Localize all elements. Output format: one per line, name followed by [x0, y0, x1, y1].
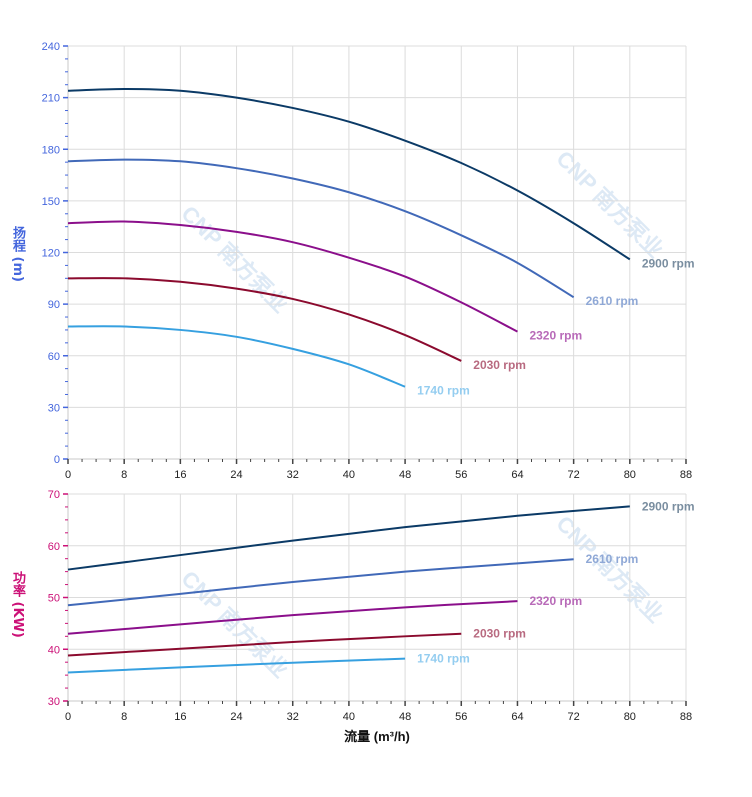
y-tick-label: 180	[42, 144, 60, 156]
x-tick-label: 0	[65, 711, 71, 723]
series-label: 2030 rpm	[473, 358, 526, 372]
series-label: 1740 rpm	[417, 384, 470, 398]
series-line-2610-rpm	[67, 158, 575, 299]
x-tick-label: 56	[455, 711, 467, 723]
y-axis-label-head: 扬程 (m)	[10, 226, 25, 282]
y-tick-label: 60	[48, 541, 60, 553]
x-tick-label: 48	[399, 711, 411, 723]
series-label: 2900 rpm	[642, 499, 695, 513]
y-tick-label: 50	[48, 593, 60, 605]
x-tick-label: 8	[121, 469, 127, 481]
series-label: 2320 rpm	[529, 329, 582, 343]
x-tick-label: 40	[343, 711, 355, 723]
x-tick-label: 80	[624, 469, 636, 481]
x-tick-label: 40	[343, 469, 355, 481]
y-tick-label: 70	[48, 489, 60, 501]
series-label: 2900 rpm	[642, 256, 695, 270]
y-tick-label: 240	[42, 41, 60, 53]
watermark-logo: CNP 南方泵业	[551, 511, 668, 628]
y-axis-label-power: 功率 (KW)	[10, 571, 25, 638]
plot-panel-head: CNP 南方泵业 CNP 南方泵业 0 30 60 90 120 150 180 210 240 0 8…	[42, 41, 695, 481]
y-tick-label: 60	[48, 351, 60, 363]
x-tick-label: 88	[680, 711, 692, 723]
series-line-2030-rpm	[67, 277, 462, 362]
series-line-1740-rpm	[67, 325, 406, 388]
x-tick-label: 16	[174, 469, 186, 481]
x-tick-label: 24	[230, 711, 242, 723]
x-tick-label: 64	[511, 711, 523, 723]
y-tick-label: 0	[54, 454, 60, 466]
y-tick-label: 120	[42, 248, 60, 260]
series-line-1740-rpm	[67, 657, 406, 674]
x-tick-label: 88	[680, 469, 692, 481]
x-tick-label: 80	[624, 711, 636, 723]
series-label: 2320 rpm	[529, 594, 582, 608]
y-tick-label: 90	[48, 299, 60, 311]
series-line-2900-rpm	[67, 88, 631, 261]
series-label: 2610 rpm	[586, 552, 639, 566]
y-tick-label: 40	[48, 644, 60, 656]
series-line-2320-rpm	[67, 220, 518, 333]
y-tick-label: 150	[42, 196, 60, 208]
series-label: 1740 rpm	[417, 652, 470, 666]
y-tick-label: 210	[42, 93, 60, 105]
x-tick-label: 16	[174, 711, 186, 723]
x-tick-label: 72	[568, 469, 580, 481]
y-tick-label: 30	[48, 402, 60, 414]
x-tick-label: 0	[65, 469, 71, 481]
x-tick-label: 64	[511, 469, 523, 481]
x-tick-label: 32	[287, 469, 299, 481]
y-tick-label: 30	[48, 696, 60, 708]
x-axis-label: 流量 (m³/h)	[344, 729, 410, 744]
series-line-2320-rpm	[67, 600, 518, 635]
series-line-2030-rpm	[67, 632, 462, 657]
watermark-logo: CNP 南方泵业	[176, 201, 293, 318]
x-tick-label: 48	[399, 469, 411, 481]
series-label: 2610 rpm	[586, 294, 639, 308]
x-tick-label: 24	[230, 469, 242, 481]
x-tick-label: 8	[121, 711, 127, 723]
series-line-2610-rpm	[67, 558, 574, 607]
x-tick-label: 32	[287, 711, 299, 723]
watermark-logo: CNP 南方泵业	[551, 146, 668, 263]
series-line-2900-rpm	[67, 505, 630, 571]
series-label: 2030 rpm	[473, 627, 526, 641]
x-tick-label: 56	[455, 469, 467, 481]
x-tick-label: 72	[568, 711, 580, 723]
